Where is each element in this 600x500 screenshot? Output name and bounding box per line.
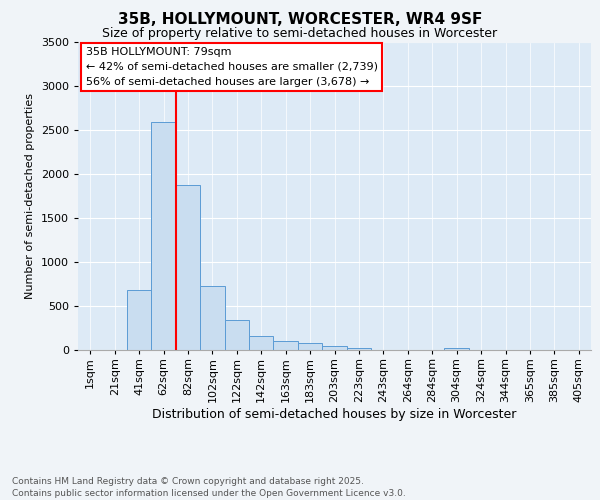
Text: 35B, HOLLYMOUNT, WORCESTER, WR4 9SF: 35B, HOLLYMOUNT, WORCESTER, WR4 9SF	[118, 12, 482, 28]
X-axis label: Distribution of semi-detached houses by size in Worcester: Distribution of semi-detached houses by …	[152, 408, 517, 420]
Bar	[298, 342, 322, 350]
Bar	[445, 348, 469, 350]
Bar	[274, 341, 298, 350]
Bar	[127, 290, 151, 350]
Bar	[347, 348, 371, 350]
Text: 35B HOLLYMOUNT: 79sqm
← 42% of semi-detached houses are smaller (2,739)
56% of s: 35B HOLLYMOUNT: 79sqm ← 42% of semi-deta…	[86, 47, 377, 86]
Y-axis label: Number of semi-detached properties: Number of semi-detached properties	[25, 93, 35, 299]
Bar	[224, 320, 249, 350]
Text: Contains HM Land Registry data © Crown copyright and database right 2025.
Contai: Contains HM Land Registry data © Crown c…	[12, 476, 406, 498]
Bar	[322, 346, 347, 350]
Bar	[249, 336, 274, 350]
Bar	[200, 286, 224, 350]
Bar	[151, 122, 176, 350]
Bar	[176, 185, 200, 350]
Text: Size of property relative to semi-detached houses in Worcester: Size of property relative to semi-detach…	[103, 28, 497, 40]
